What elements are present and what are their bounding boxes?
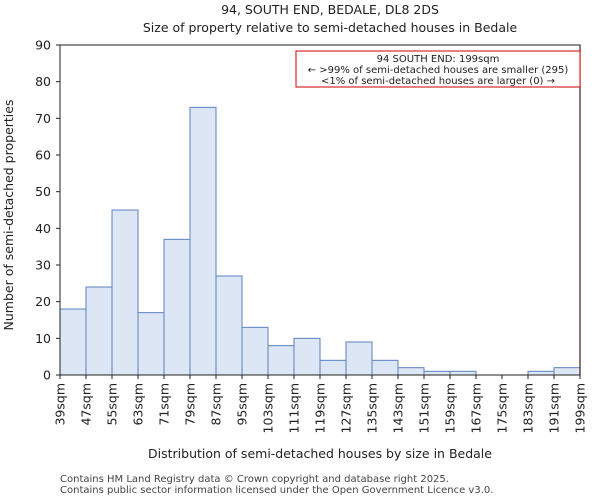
- x-tick-label: 151sqm: [417, 383, 432, 433]
- plot-frame: [59, 44, 581, 376]
- bar-127sqm: [345, 341, 373, 376]
- bar-87sqm: [215, 275, 243, 376]
- bar-159sqm: [449, 370, 477, 376]
- bar-63sqm: [137, 312, 165, 376]
- chart-title: 94, SOUTH END, BEDALE, DL8 2DS: [221, 2, 439, 17]
- x-tick-label: 119sqm: [313, 383, 328, 433]
- annotation-border: [295, 50, 581, 88]
- y-tick-label: 30: [35, 258, 51, 273]
- y-tick-label: 90: [35, 38, 51, 53]
- x-tick-label: 103sqm: [261, 383, 276, 433]
- y-tick-label: 40: [35, 221, 51, 236]
- annotation-line-1: 94 SOUTH END: 199sqm: [377, 54, 500, 65]
- x-tick-label: 183sqm: [521, 383, 536, 433]
- annotation-box: 94 SOUTH END: 199sqm ← >99% of semi-deta…: [295, 50, 581, 88]
- footer-line-1: Contains HM Land Registry data © Crown c…: [60, 474, 449, 485]
- x-tick-label: 143sqm: [391, 383, 406, 433]
- bar-151sqm: [423, 370, 451, 376]
- bar-183sqm: [527, 370, 555, 376]
- y-tick-label: 10: [35, 331, 51, 346]
- x-tick-label: 87sqm: [209, 383, 224, 426]
- x-axis-label: Distribution of semi-detached houses by …: [148, 446, 492, 461]
- bars-group: [59, 106, 581, 376]
- bar-135sqm: [371, 359, 399, 376]
- x-tick-label: 95sqm: [235, 383, 250, 426]
- bar-79sqm: [189, 106, 217, 376]
- bar-71sqm: [163, 238, 191, 376]
- x-tick-label: 63sqm: [131, 383, 146, 426]
- x-tick-label: 175sqm: [495, 383, 510, 433]
- annotation-line-2: ← >99% of semi-detached houses are small…: [308, 65, 569, 76]
- x-axis-ticks: 39sqm 47sqm 55sqm 63sqm 71sqm 79sqm 87sqm 95sqm…: [53, 375, 588, 433]
- y-tick-label: 0: [43, 368, 51, 383]
- y-tick-label: 80: [35, 74, 51, 89]
- y-tick-label: 60: [35, 148, 51, 163]
- annotation-line-3: <1% of semi-detached houses are larger (…: [321, 76, 555, 87]
- footer-line-2: Contains public sector information licen…: [60, 485, 494, 496]
- x-tick-label: 71sqm: [157, 383, 172, 426]
- x-tick-label: 159sqm: [443, 383, 458, 433]
- bar-95sqm: [241, 326, 269, 376]
- bar-111sqm: [293, 337, 321, 376]
- bar-143sqm: [397, 367, 425, 376]
- x-tick-label: 135sqm: [365, 383, 380, 433]
- bar-39sqm: [59, 308, 87, 376]
- x-tick-label: 191sqm: [547, 383, 562, 433]
- y-axis-ticks: 0 10 20 30 40 50 60 70 80 90: [35, 38, 60, 383]
- histogram-chart: 94, SOUTH END, BEDALE, DL8 2DS Size of p…: [1, 2, 588, 461]
- x-tick-label: 167sqm: [469, 383, 484, 433]
- x-tick-label: 79sqm: [183, 383, 198, 426]
- x-tick-label: 199sqm: [573, 383, 588, 433]
- x-tick-label: 47sqm: [79, 383, 94, 426]
- y-tick-label: 50: [35, 184, 51, 199]
- y-axis-label: Number of semi-detached properties: [1, 100, 16, 331]
- bar-103sqm: [267, 345, 295, 376]
- bar-119sqm: [319, 359, 347, 376]
- bar-55sqm: [111, 209, 139, 376]
- chart-subtitle: Size of property relative to semi-detach…: [143, 20, 518, 35]
- y-tick-label: 70: [35, 111, 51, 126]
- x-tick-label: 111sqm: [287, 383, 302, 433]
- bar-191sqm: [553, 367, 581, 376]
- x-tick-label: 127sqm: [339, 383, 354, 433]
- x-tick-label: 55sqm: [105, 383, 120, 426]
- y-tick-label: 20: [35, 294, 51, 309]
- bar-47sqm: [85, 286, 113, 376]
- x-tick-label: 39sqm: [53, 383, 68, 426]
